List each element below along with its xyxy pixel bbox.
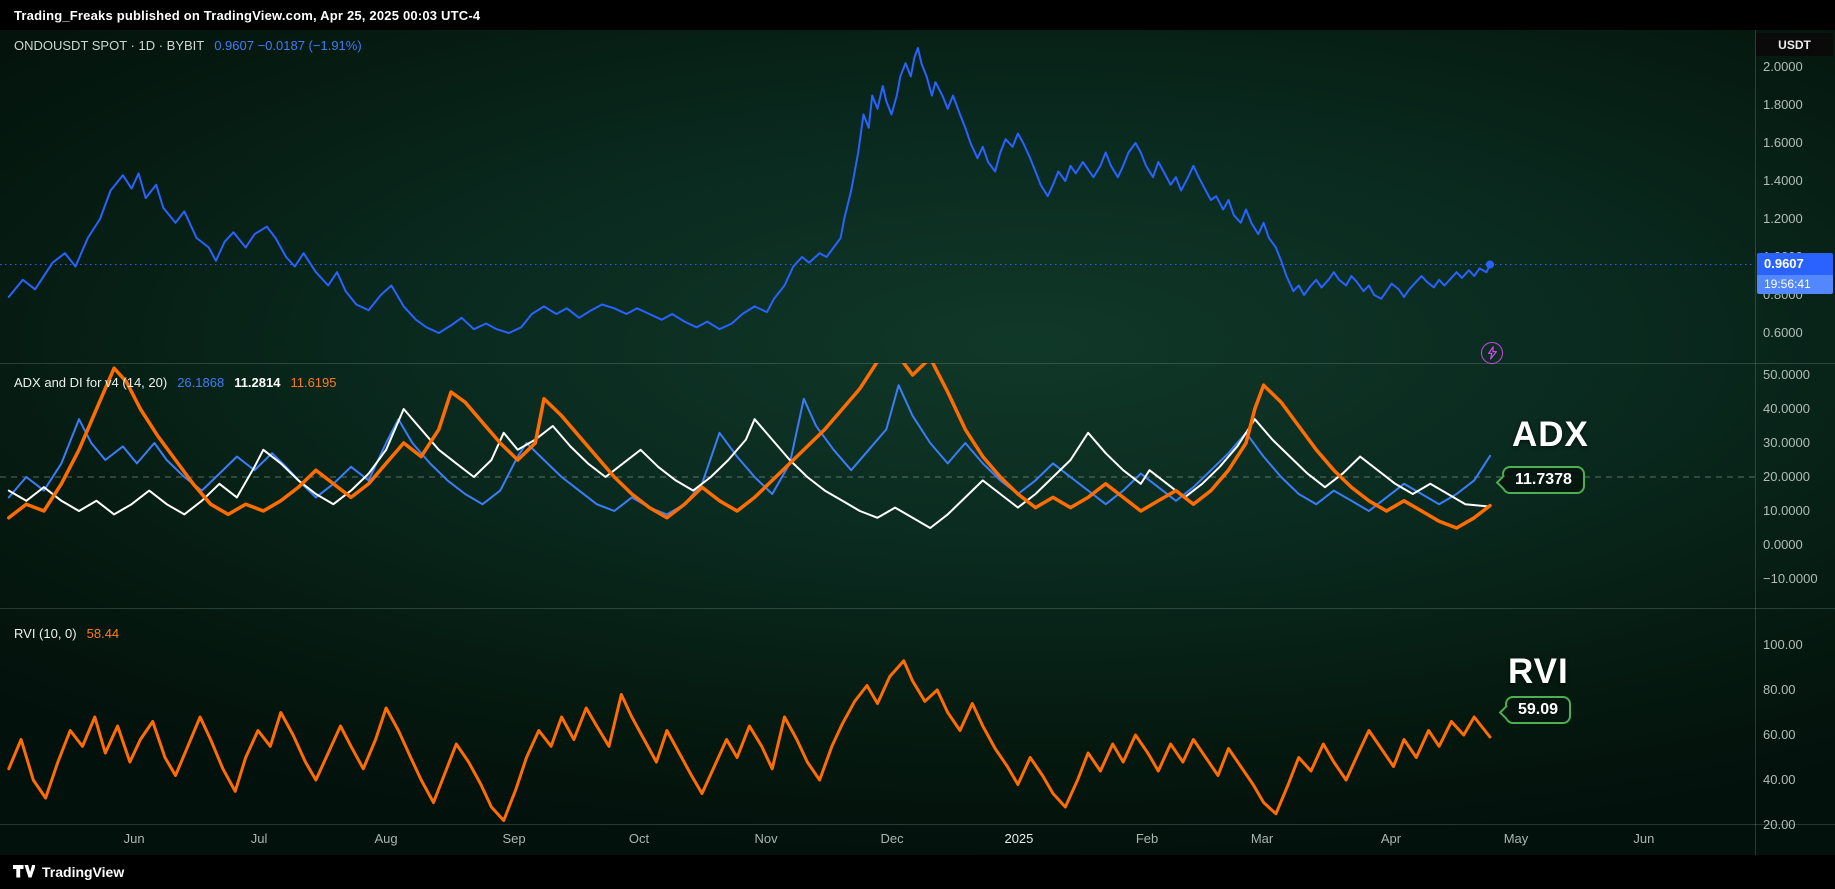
panel-separator[interactable]: [0, 363, 1835, 364]
x-axis-label: Jun: [1633, 831, 1655, 846]
x-axis-label: Nov: [754, 831, 778, 846]
rvi-legend-title[interactable]: RVI (10, 0): [14, 626, 77, 641]
chart-area[interactable]: ONDOUSDT SPOT · 1D · BYBIT 0.9607 −0.018…: [0, 30, 1835, 855]
last-price-dot: [1486, 260, 1494, 269]
rvi-y-axis-label: 20.00: [1763, 817, 1796, 832]
adx-series-−DI: [7, 363, 1492, 530]
adx-value-callout[interactable]: 11.7378: [1502, 466, 1585, 494]
price-y-axis-label: 1.2000: [1763, 211, 1803, 226]
bar-countdown-timer: 19:56:41: [1757, 275, 1833, 294]
adx-series-ADX: [7, 408, 1491, 529]
adx-y-axis-label: 0.0000: [1763, 537, 1803, 552]
adx-di-minus-value: 11.6195: [290, 375, 337, 390]
rvi-value-callout[interactable]: 59.09: [1505, 696, 1572, 724]
price-y-axis-label: 1.8000: [1763, 97, 1803, 112]
rvi-y-axis-label: 40.00: [1763, 772, 1796, 787]
symbol-title[interactable]: ONDOUSDT SPOT · 1D · BYBIT: [14, 38, 205, 53]
x-axis-label: Oct: [628, 831, 650, 846]
tradingview-logo-icon[interactable]: [13, 864, 35, 880]
rvi-series-RVI: [7, 659, 1492, 822]
rvi-y-axis-label: 100.00: [1763, 637, 1803, 652]
x-axis-label: Aug: [374, 831, 398, 846]
adx-legend-title[interactable]: ADX and DI for v4 (14, 20): [14, 375, 168, 390]
adx-text-annotation[interactable]: ADX: [1512, 415, 1589, 454]
current-price-value: 0.9607: [1757, 253, 1833, 275]
rvi-callout-value: 59.09: [1518, 701, 1559, 718]
rvi-y-axis-label: 60.00: [1763, 727, 1796, 742]
time-scale[interactable]: Jun Jul Aug Sep Oct Nov Dec 2025 Feb Mar Apr May Jun: [0, 824, 1835, 855]
price-scale-separator: [1755, 30, 1756, 855]
price-legend-values: 0.9607 −0.0187 (−1.91%): [214, 38, 362, 53]
price-y-axis-label: 2.0000: [1763, 59, 1803, 74]
rvi-legend[interactable]: RVI (10, 0) 58.44: [14, 626, 119, 641]
x-axis-label: Apr: [1380, 831, 1402, 846]
x-axis-label: Dec: [880, 831, 904, 846]
adx-series-+DI: [7, 384, 1491, 516]
x-axis-label: Jul: [250, 831, 268, 846]
rvi-indicator-plot[interactable]: [0, 608, 1755, 824]
adx-di-plus-value: 26.1868: [177, 375, 225, 390]
adx-callout-value: 11.7378: [1515, 471, 1572, 488]
publish-text: Trading_Freaks published on TradingView.…: [14, 7, 481, 23]
adx-y-axis-label: 20.0000: [1763, 469, 1810, 484]
adx-y-axis-label: 30.0000: [1763, 435, 1810, 450]
rvi-value: 58.44: [86, 626, 120, 641]
panel-separator[interactable]: [0, 608, 1835, 609]
currency-toggle-button[interactable]: USDT: [1756, 33, 1833, 56]
tradingview-wordmark[interactable]: TradingView: [42, 864, 125, 880]
adx-y-axis-label: 10.0000: [1763, 503, 1810, 518]
lightning-bolt-icon: [1487, 346, 1497, 360]
price-legend[interactable]: ONDOUSDT SPOT · 1D · BYBIT 0.9607 −0.018…: [14, 38, 362, 53]
adx-main-value: 11.2814: [234, 375, 281, 390]
adx-y-axis-label: −10.0000: [1763, 571, 1818, 586]
x-axis-label: Sep: [502, 831, 526, 846]
x-axis-label: Jun: [123, 831, 145, 846]
quick-trade-lightning-icon[interactable]: [1481, 342, 1503, 364]
rvi-text-annotation[interactable]: RVI: [1508, 652, 1569, 691]
x-axis-label: Mar: [1250, 831, 1274, 846]
adx-y-axis-label: 50.0000: [1763, 367, 1810, 382]
time-axis-separator: [0, 824, 1835, 825]
price-y-axis-label: 0.6000: [1763, 325, 1803, 340]
adx-indicator-plot[interactable]: [0, 363, 1755, 608]
price-series-close: [7, 47, 1491, 334]
adx-legend[interactable]: ADX and DI for v4 (14, 20) 26.1868 11.28…: [14, 375, 337, 390]
price-y-axis-label: 1.6000: [1763, 135, 1803, 150]
price-y-axis-label: 1.4000: [1763, 173, 1803, 188]
x-axis-label: 2025: [1004, 831, 1034, 846]
publish-bar: Trading_Freaks published on TradingView.…: [0, 0, 1835, 30]
x-axis-label: May: [1503, 831, 1529, 846]
footer-bar: TradingView: [0, 855, 1835, 889]
adx-y-axis-label: 40.0000: [1763, 401, 1810, 416]
x-axis-label: Feb: [1135, 831, 1159, 846]
price-chart-plot[interactable]: [0, 30, 1755, 363]
current-price-badge: 0.9607 19:56:41: [1757, 253, 1833, 294]
rvi-y-axis-label: 80.00: [1763, 682, 1796, 697]
